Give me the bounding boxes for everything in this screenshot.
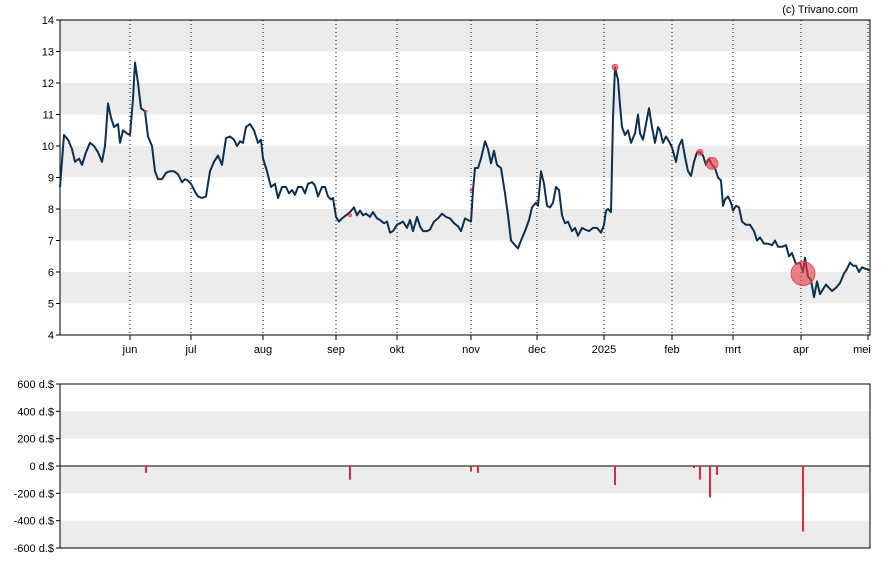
y-tick-label: 0 d.$ xyxy=(30,461,54,473)
price-band xyxy=(60,272,870,304)
y-tick-label: 7 xyxy=(48,236,54,248)
transaction-marker xyxy=(611,63,619,71)
y-tick-label: 6 xyxy=(48,267,54,279)
volume-chart-bars xyxy=(145,466,804,532)
volume-chart-y-ticks: 600 d.$ 400 d.$ 200 d.$ 0 d.$ -200 d.$ -400 d… xyxy=(14,379,60,555)
y-tick-label: -600 d.$ xyxy=(14,543,54,555)
x-tick-label: mei xyxy=(853,344,871,356)
price-band xyxy=(60,83,870,115)
transaction-bar xyxy=(709,466,711,498)
y-tick-label: 400 d.$ xyxy=(17,406,54,418)
x-tick-label: jul xyxy=(184,344,196,356)
y-tick-label: -400 d.$ xyxy=(14,516,54,528)
transaction-bar xyxy=(145,466,147,473)
transaction-bar xyxy=(614,466,616,486)
y-tick-label: 13 xyxy=(42,47,54,59)
y-tick-label: 5 xyxy=(48,299,54,311)
y-tick-label: 200 d.$ xyxy=(17,434,54,446)
volume-chart-bands xyxy=(60,411,870,548)
y-tick-label: 8 xyxy=(48,204,54,216)
y-tick-label: 600 d.$ xyxy=(17,379,54,391)
transaction-bar xyxy=(470,466,472,472)
y-tick-label: -200 d.$ xyxy=(14,488,54,500)
volume-band xyxy=(60,520,870,548)
x-tick-label: sep xyxy=(327,344,345,356)
transaction-marker xyxy=(790,261,816,286)
transaction-marker xyxy=(469,188,473,192)
transaction-marker xyxy=(348,213,352,218)
x-tick-label: okt xyxy=(390,344,405,356)
transaction-bar xyxy=(693,466,695,469)
price-line xyxy=(59,61,871,299)
transaction-bar xyxy=(477,466,479,473)
transaction-marker xyxy=(696,148,704,156)
price-chart-markers xyxy=(144,63,816,286)
x-tick-label: 2025 xyxy=(592,344,616,356)
y-tick-label: 9 xyxy=(48,173,54,185)
y-tick-label: 11 xyxy=(43,110,54,122)
transaction-bar xyxy=(802,466,804,532)
credit-label: (c) Trivano.com xyxy=(782,4,858,16)
x-tick-label: aug xyxy=(254,344,272,356)
price-band xyxy=(60,146,870,178)
price-band xyxy=(60,20,870,52)
x-tick-label: apr xyxy=(793,344,809,356)
price-chart-y-ticks: 4 5 6 7 8 9 10 11 12 13 14 xyxy=(42,15,60,342)
x-tick-label: jun xyxy=(122,344,138,356)
x-tick-label: mrt xyxy=(725,344,741,356)
price-chart-bands xyxy=(60,20,870,304)
price-chart-month-gridlines xyxy=(129,20,869,335)
y-tick-label: 12 xyxy=(42,78,54,90)
price-band xyxy=(60,209,870,241)
x-tick-label: nov xyxy=(462,344,480,356)
transaction-marker xyxy=(144,109,148,113)
transaction-bar xyxy=(349,466,351,480)
x-tick-label: dec xyxy=(528,344,546,356)
y-tick-label: 10 xyxy=(42,141,54,153)
price-chart-x-ticks: jun jul aug sep okt nov dec 2025 feb mrt apr mei xyxy=(122,335,871,356)
volume-band xyxy=(60,466,870,494)
y-tick-label: 14 xyxy=(42,15,54,27)
y-tick-label: 4 xyxy=(48,330,54,342)
x-tick-label: feb xyxy=(664,344,679,356)
transaction-marker xyxy=(705,156,719,170)
transaction-bar xyxy=(716,466,718,475)
transaction-bar xyxy=(699,466,701,480)
volume-band xyxy=(60,411,870,439)
